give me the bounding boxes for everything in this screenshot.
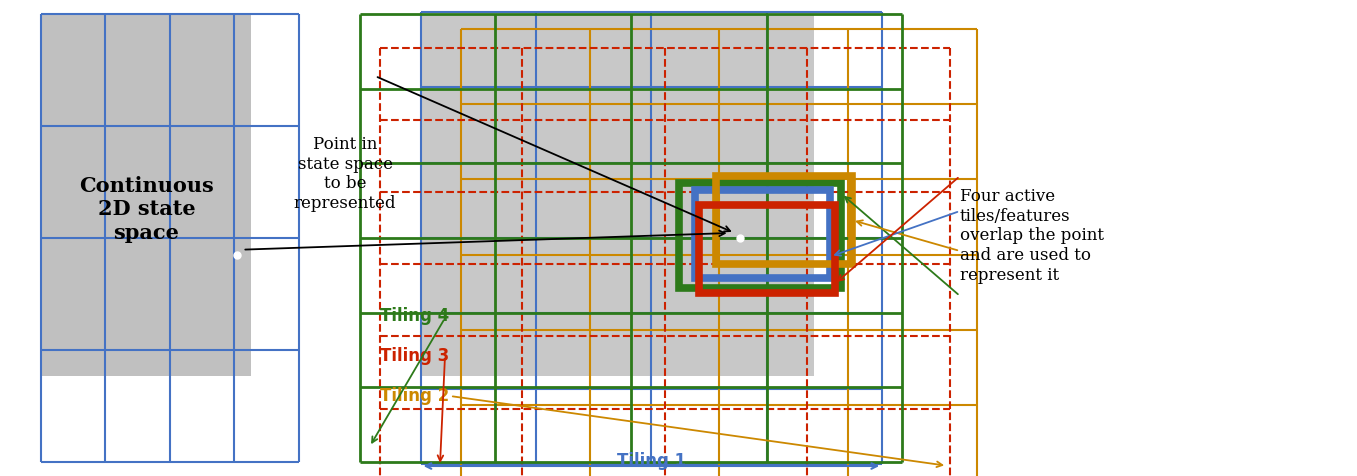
Bar: [695, 190, 830, 278]
Bar: [41, 14, 251, 376]
Text: Tiling 2: Tiling 2: [380, 387, 449, 405]
Text: Four active
tiles/features
overlap the point
and are used to
represent it: Four active tiles/features overlap the p…: [959, 188, 1105, 284]
Bar: [678, 183, 841, 288]
Bar: [421, 14, 814, 376]
Bar: [716, 176, 852, 264]
Text: Tiling 1: Tiling 1: [617, 452, 685, 470]
Text: Tiling 4: Tiling 4: [380, 307, 449, 325]
Bar: [699, 205, 835, 293]
Text: Continuous
2D state
space: Continuous 2D state space: [79, 176, 214, 243]
Text: Tiling 3: Tiling 3: [380, 347, 449, 365]
Text: Point in
state space
to be
represented: Point in state space to be represented: [293, 136, 396, 212]
